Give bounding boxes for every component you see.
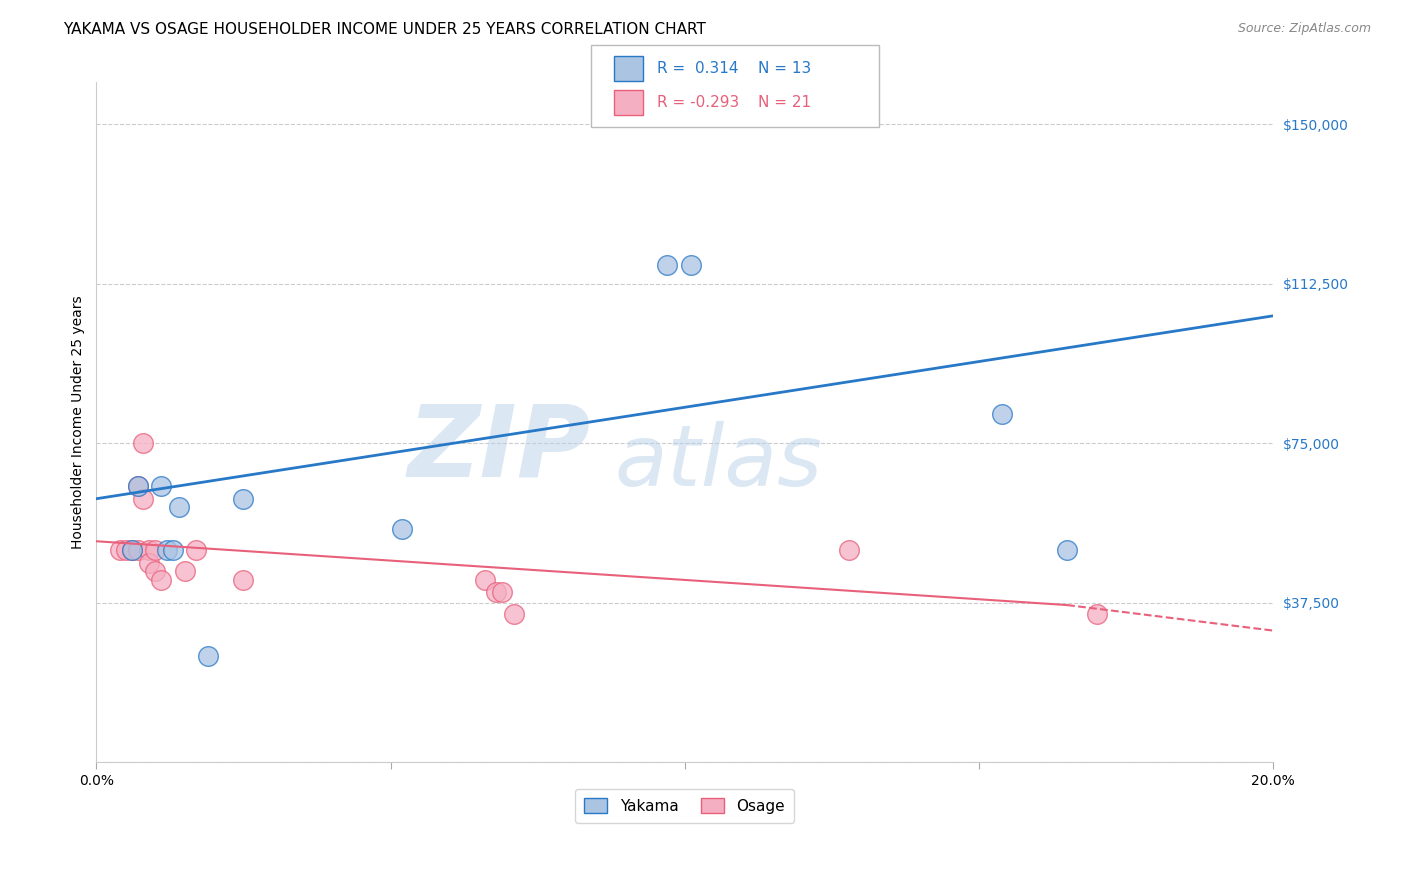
Point [167,500,190,515]
Point [162,542,184,557]
Point [127,479,149,493]
Text: N = 21: N = 21 [758,95,811,110]
Point [108,542,131,557]
Legend: Yakama, Osage: Yakama, Osage [575,789,794,822]
Point [485,585,508,599]
Point [232,491,254,506]
Point [143,542,166,557]
Point [503,607,526,621]
Y-axis label: Householder Income Under 25 years: Householder Income Under 25 years [72,295,86,549]
Point [132,491,155,506]
Point [655,258,678,272]
Point [197,649,219,664]
Point [143,564,166,578]
Point [391,521,413,535]
Point [138,542,160,557]
Point [1085,607,1108,621]
Point [491,585,513,599]
Point [186,542,208,557]
Point [121,542,143,557]
Text: ZIP: ZIP [408,401,591,498]
Point [232,573,254,587]
Text: Source: ZipAtlas.com: Source: ZipAtlas.com [1237,22,1371,36]
Point [991,407,1014,421]
Point [838,542,860,557]
Point [156,542,179,557]
Point [114,542,136,557]
Text: R =  0.314: R = 0.314 [657,62,738,76]
Text: atlas: atlas [614,422,823,505]
Text: R = -0.293: R = -0.293 [657,95,738,110]
Point [679,258,702,272]
Point [127,479,149,493]
Point [474,573,496,587]
Point [132,436,155,450]
Point [121,542,143,557]
Point [1056,542,1078,557]
Point [150,573,173,587]
Point [173,564,195,578]
Point [127,542,149,557]
Point [150,479,173,493]
Text: N = 13: N = 13 [758,62,811,76]
Point [138,556,160,570]
Text: YAKAMA VS OSAGE HOUSEHOLDER INCOME UNDER 25 YEARS CORRELATION CHART: YAKAMA VS OSAGE HOUSEHOLDER INCOME UNDER… [63,22,706,37]
